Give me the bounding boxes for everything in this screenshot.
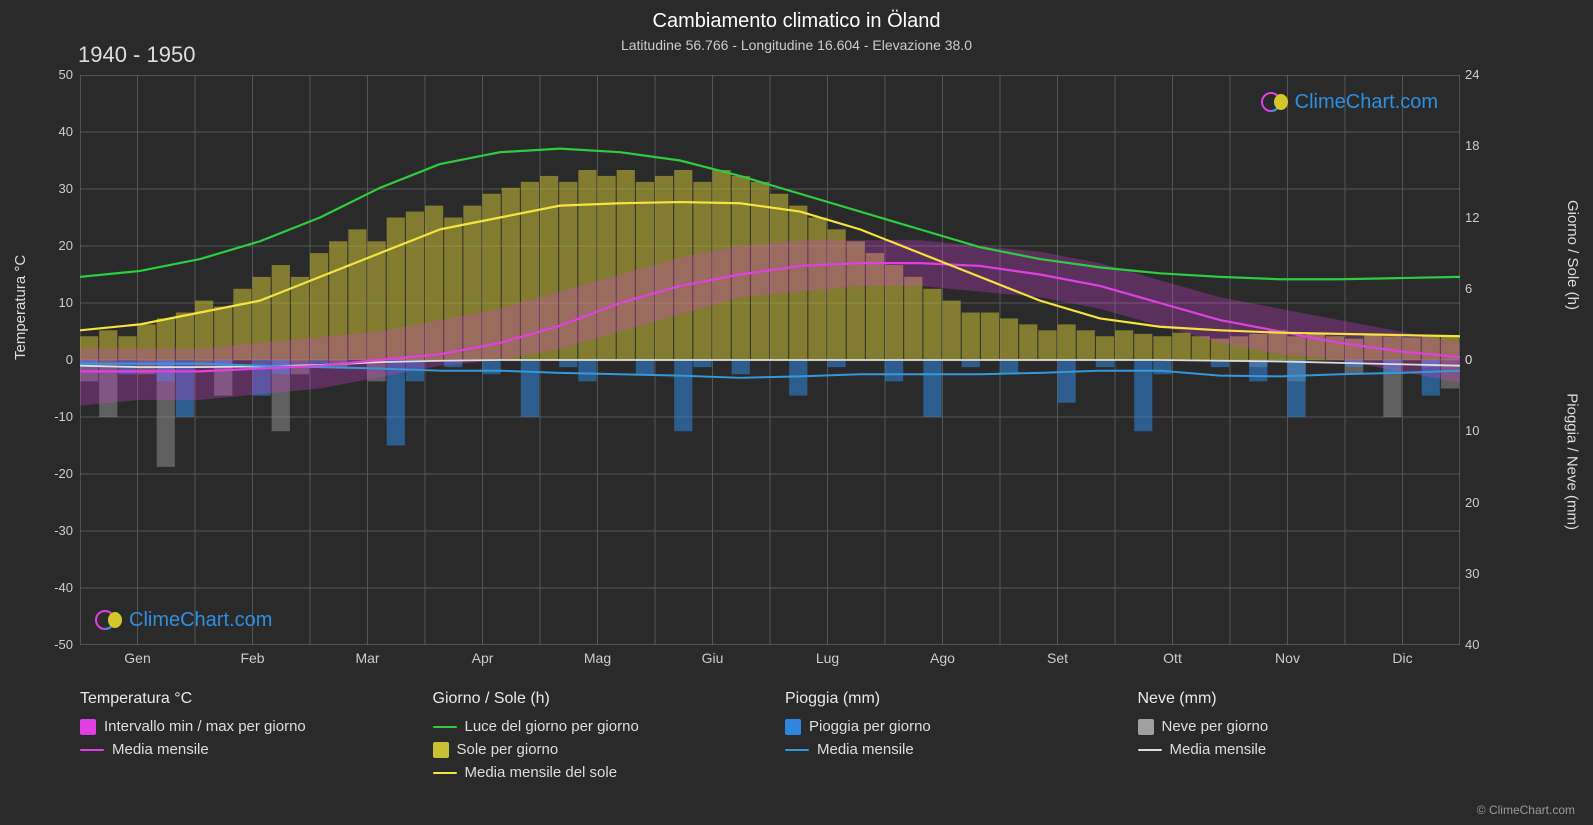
xtick-month: Ago <box>930 650 955 666</box>
ytick-left: -30 <box>13 523 73 538</box>
ytick-left: 40 <box>13 124 73 139</box>
legend-col-temperature: Temperatura °C Intervallo min / max per … <box>80 690 423 787</box>
ytick-right: 24 <box>1465 67 1525 82</box>
xtick-month: Nov <box>1275 650 1300 666</box>
logo-top: ClimeChart.com <box>1261 88 1438 116</box>
legend-header: Neve (mm) <box>1138 690 1481 708</box>
logo-text: ClimeChart.com <box>1295 91 1438 114</box>
legend-item: Neve per giorno <box>1138 718 1481 735</box>
ytick-right: 6 <box>1465 281 1525 296</box>
legend-swatch <box>80 749 104 751</box>
legend-label: Media mensile <box>1170 741 1267 758</box>
legend-swatch <box>80 719 96 735</box>
logo-icon <box>95 606 123 634</box>
y-axis-right-bottom-label: Pioggia / Neve (mm) <box>1564 393 1581 530</box>
legend-item: Intervallo min / max per giorno <box>80 718 423 735</box>
legend-swatch <box>785 749 809 751</box>
legend-label: Media mensile <box>817 741 914 758</box>
copyright-text: © ClimeChart.com <box>1477 803 1575 817</box>
ytick-right: 20 <box>1465 495 1525 510</box>
ytick-left: 0 <box>13 352 73 367</box>
legend-col-daylight: Giorno / Sole (h) Luce del giorno per gi… <box>433 690 776 787</box>
legend-item: Sole per giorno <box>433 741 776 758</box>
legend-swatch <box>1138 749 1162 751</box>
ytick-left: -40 <box>13 580 73 595</box>
ytick-left: 10 <box>13 295 73 310</box>
plot-svg <box>80 75 1460 645</box>
ytick-left: 30 <box>13 181 73 196</box>
legend-swatch <box>433 772 457 774</box>
legend-item: Media mensile del sole <box>433 764 776 781</box>
ytick-left: 50 <box>13 67 73 82</box>
ytick-left: -50 <box>13 637 73 652</box>
legend-label: Media mensile <box>112 741 209 758</box>
legend-header: Giorno / Sole (h) <box>433 690 776 708</box>
legend-swatch <box>1138 719 1154 735</box>
legend-item: Media mensile <box>785 741 1128 758</box>
logo-text: ClimeChart.com <box>129 609 272 632</box>
chart-title: Cambiamento climatico in Öland <box>0 0 1593 33</box>
logo-bottom: ClimeChart.com <box>95 606 272 634</box>
xtick-month: Gen <box>124 650 150 666</box>
legend-item: Media mensile <box>80 741 423 758</box>
legend-item: Luce del giorno per giorno <box>433 718 776 735</box>
y-axis-right-top-label: Giorno / Sole (h) <box>1564 200 1581 310</box>
legend-swatch <box>433 742 449 758</box>
legend-col-rain: Pioggia (mm) Pioggia per giorno Media men… <box>785 690 1128 787</box>
xtick-month: Mag <box>584 650 611 666</box>
legend-swatch <box>433 726 457 728</box>
ytick-left: -10 <box>13 409 73 424</box>
plot-area <box>80 75 1460 645</box>
ytick-right: 12 <box>1465 210 1525 225</box>
period-label: 1940 - 1950 <box>78 42 195 68</box>
legend: Temperatura °C Intervallo min / max per … <box>80 690 1480 787</box>
ytick-right: 10 <box>1465 423 1525 438</box>
ytick-right: 0 <box>1465 352 1525 367</box>
legend-swatch <box>785 719 801 735</box>
legend-label: Pioggia per giorno <box>809 718 931 735</box>
ytick-left: 20 <box>13 238 73 253</box>
legend-label: Neve per giorno <box>1162 718 1269 735</box>
legend-item: Media mensile <box>1138 741 1481 758</box>
xtick-month: Apr <box>472 650 494 666</box>
ytick-right: 18 <box>1465 138 1525 153</box>
legend-header: Pioggia (mm) <box>785 690 1128 708</box>
legend-col-snow: Neve (mm) Neve per giorno Media mensile <box>1138 690 1481 787</box>
logo-icon <box>1261 88 1289 116</box>
xtick-month: Giu <box>702 650 724 666</box>
xtick-month: Feb <box>240 650 264 666</box>
legend-item: Pioggia per giorno <box>785 718 1128 735</box>
legend-label: Luce del giorno per giorno <box>465 718 639 735</box>
chart-subtitle: Latitudine 56.766 - Longitudine 16.604 -… <box>0 37 1593 53</box>
xtick-month: Ott <box>1163 650 1182 666</box>
legend-label: Intervallo min / max per giorno <box>104 718 306 735</box>
ytick-right: 40 <box>1465 637 1525 652</box>
xtick-month: Set <box>1047 650 1068 666</box>
xtick-month: Mar <box>355 650 379 666</box>
ytick-right: 30 <box>1465 566 1525 581</box>
ytick-left: -20 <box>13 466 73 481</box>
legend-label: Sole per giorno <box>457 741 559 758</box>
legend-label: Media mensile del sole <box>465 764 618 781</box>
xtick-month: Lug <box>816 650 839 666</box>
xtick-month: Dic <box>1392 650 1412 666</box>
legend-header: Temperatura °C <box>80 690 423 708</box>
